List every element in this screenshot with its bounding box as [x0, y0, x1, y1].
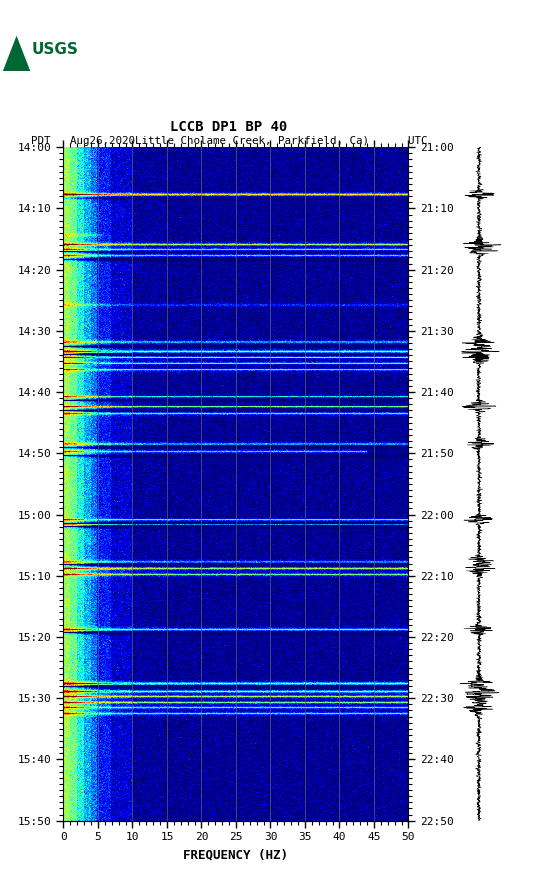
- Text: USGS: USGS: [31, 42, 78, 56]
- Text: LCCB DP1 BP 40: LCCB DP1 BP 40: [171, 120, 288, 134]
- Polygon shape: [3, 36, 30, 71]
- X-axis label: FREQUENCY (HZ): FREQUENCY (HZ): [183, 848, 289, 861]
- Text: PDT   Aug26,2020Little Cholame Creek, Parkfield, Ca)      UTC: PDT Aug26,2020Little Cholame Creek, Park…: [31, 136, 427, 146]
